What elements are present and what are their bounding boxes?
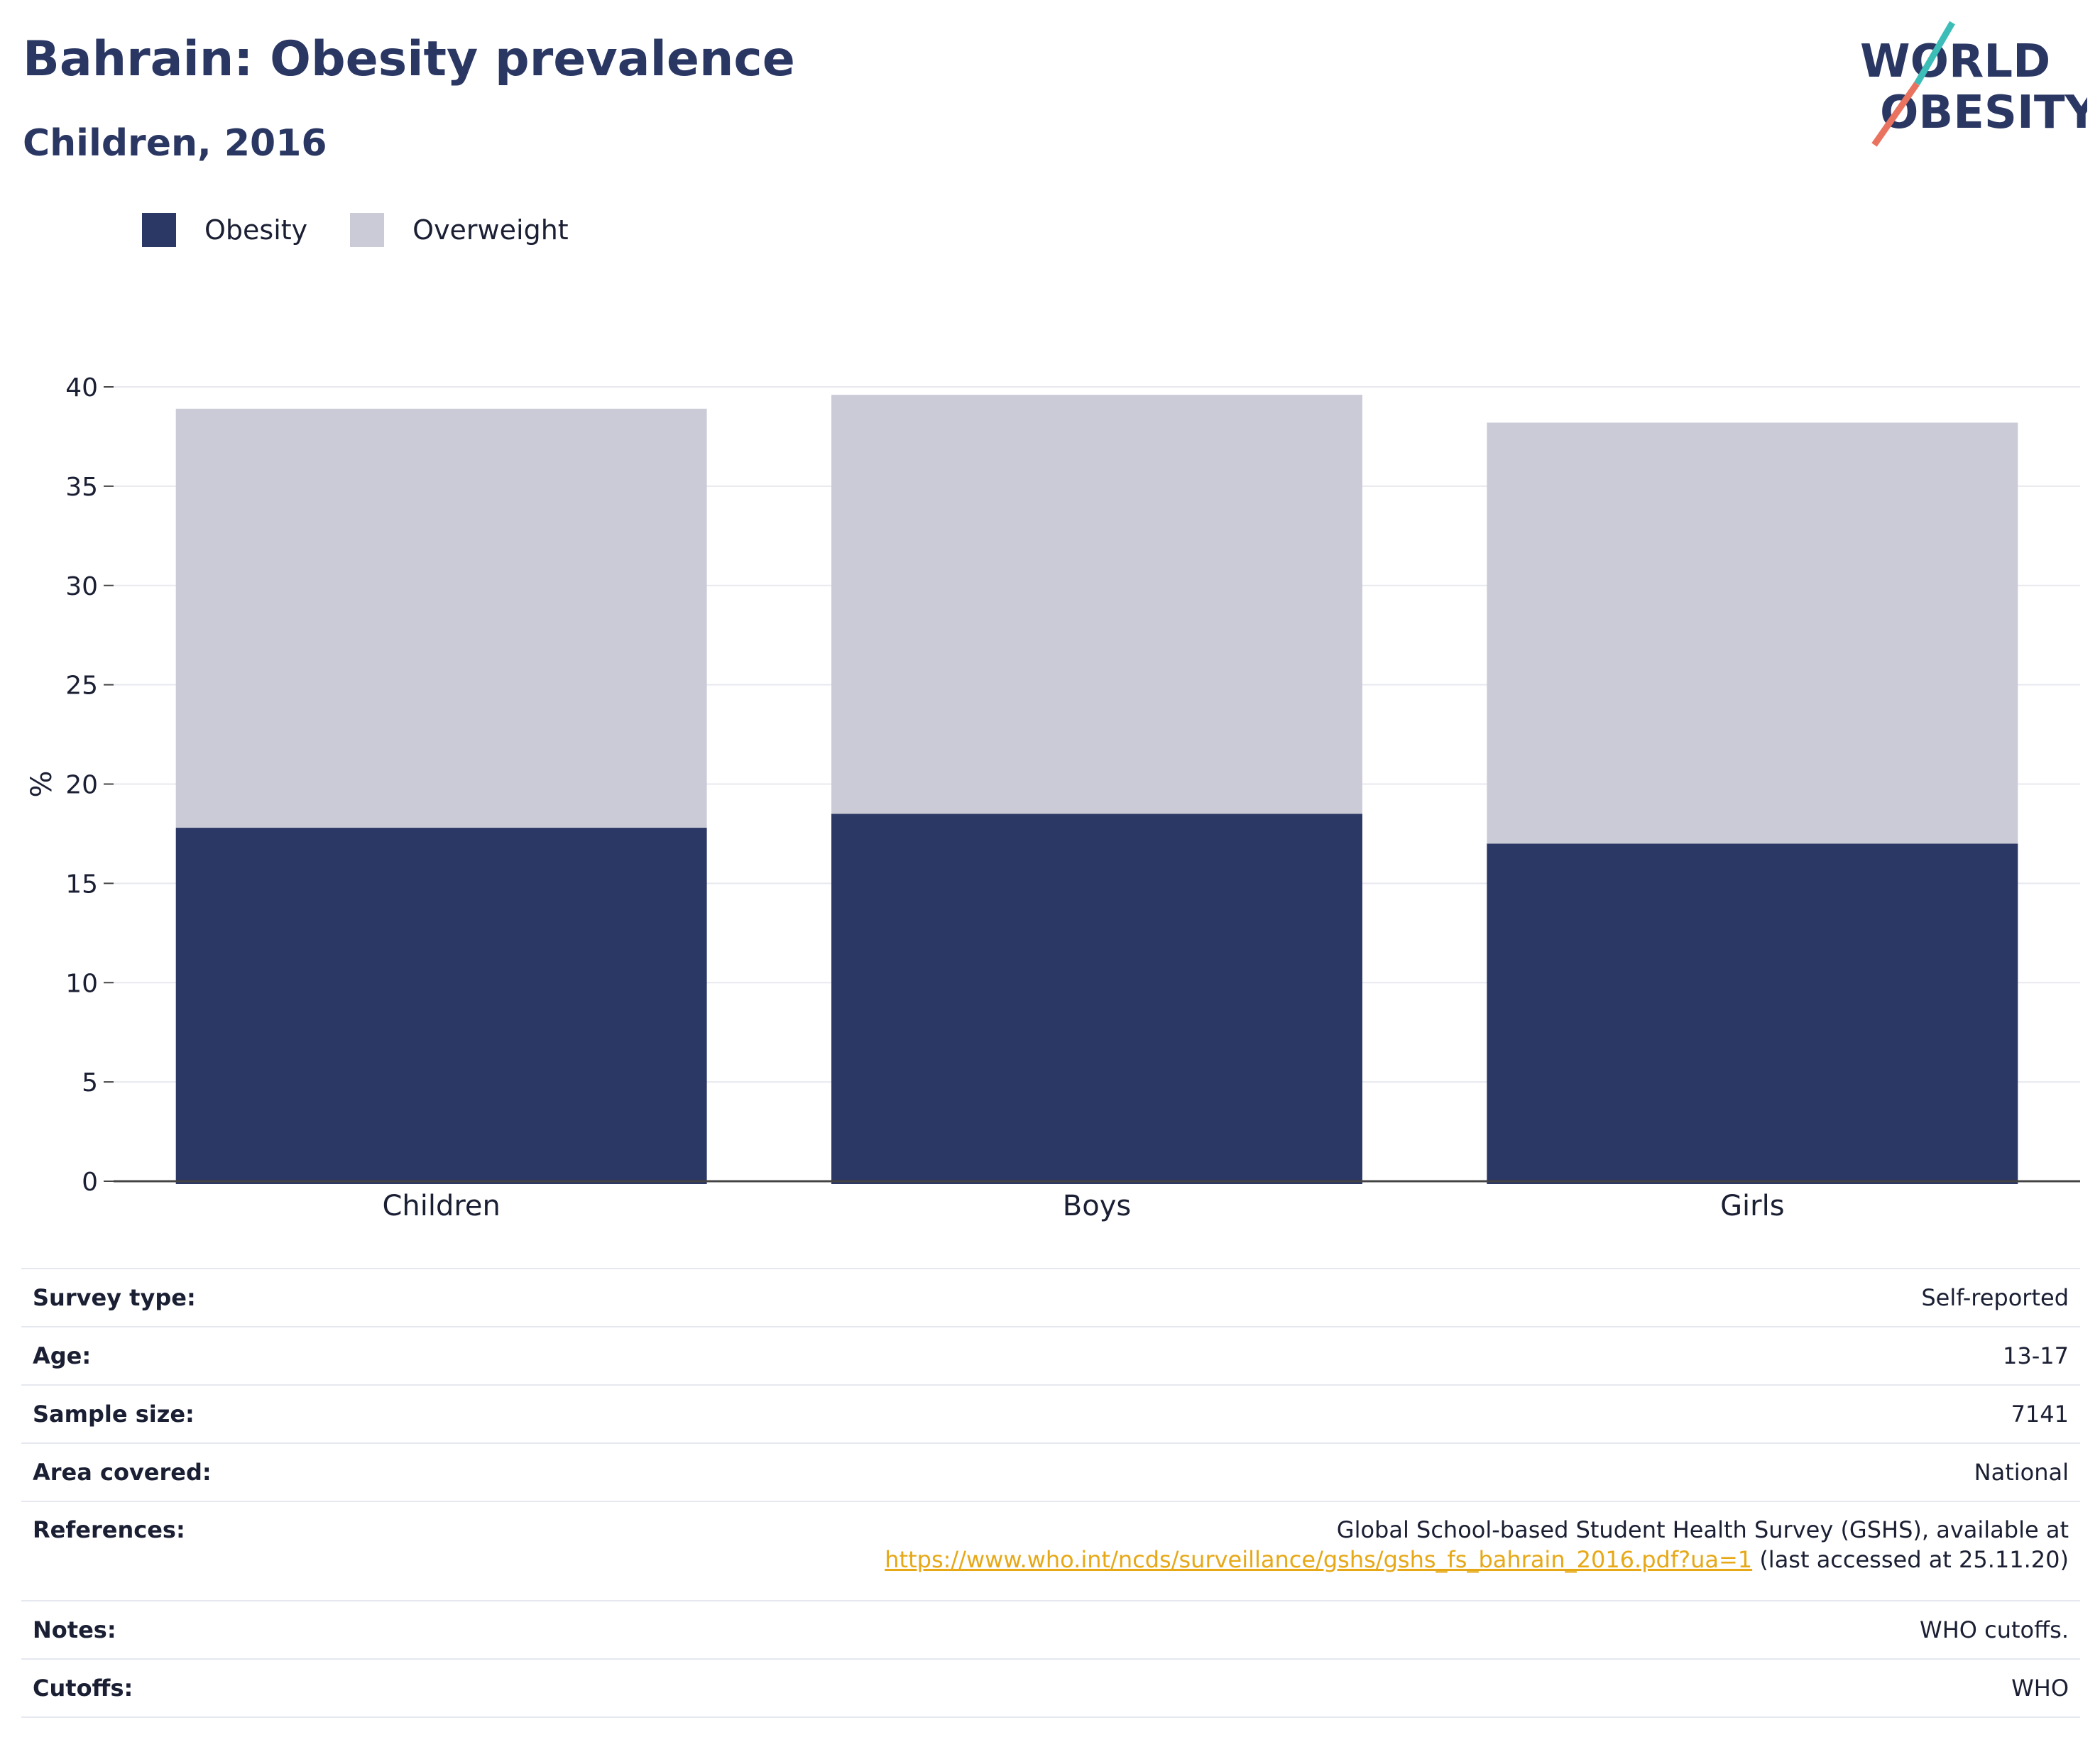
y-tick-label: 10 xyxy=(65,969,98,998)
y-tick-label: 0 xyxy=(82,1168,98,1197)
bar-overweight-children xyxy=(175,408,707,828)
chart-legend: Obesity Overweight xyxy=(142,210,611,250)
legend-item-overweight[interactable]: Overweight xyxy=(350,213,569,247)
info-row-references: References: Global School-based Student … xyxy=(21,1501,2080,1601)
info-row-area-covered: Area covered: National xyxy=(21,1442,2080,1502)
y-tick-label: 25 xyxy=(65,672,98,701)
bar-chart: 0 5 10 15 20 25 30 35 40% Children Boys Girls xyxy=(26,373,2080,1222)
info-row-notes: Notes: WHO cutoffs. xyxy=(21,1600,2080,1660)
y-tick-label: 30 xyxy=(65,572,98,601)
info-value-notes: WHO cutoffs. xyxy=(399,1600,2080,1660)
logo-line1: WORLD xyxy=(1860,35,2050,88)
info-value-area-covered: National xyxy=(399,1442,2080,1502)
bar-obesity-children xyxy=(175,828,707,1184)
y-tick-label: 35 xyxy=(65,473,98,502)
info-key-references: References: xyxy=(21,1501,399,1601)
legend-item-obesity[interactable]: Obesity xyxy=(142,213,307,247)
legend-swatch-obesity xyxy=(142,213,176,247)
info-key-survey-type: Survey type: xyxy=(21,1268,399,1327)
y-tick-label: 40 xyxy=(65,373,98,402)
bar-obesity-girls xyxy=(1487,843,2018,1184)
info-key-area-covered: Area covered: xyxy=(21,1442,399,1502)
info-row-survey-type: Survey type: Self-reported xyxy=(21,1268,2080,1327)
info-row-sample-size: Sample size: 7141 xyxy=(21,1384,2080,1444)
bar-overweight-girls xyxy=(1487,422,2018,844)
reference-line2: https://www.who.int/ncds/surveillance/gs… xyxy=(410,1545,2069,1575)
world-obesity-logo: WORLD OBESITY xyxy=(1860,21,2087,147)
info-value-age: 13-17 xyxy=(399,1326,2080,1386)
y-tick-label: 15 xyxy=(65,870,98,899)
y-axis-title: % xyxy=(26,770,58,797)
info-key-notes: Notes: xyxy=(21,1600,399,1660)
x-tick-label: Children xyxy=(382,1190,500,1222)
page-subtitle: Children, 2016 xyxy=(23,122,327,165)
info-key-cutoffs: Cutoffs: xyxy=(21,1658,399,1718)
y-tick-label: 20 xyxy=(65,771,98,800)
info-value-sample-size: 7141 xyxy=(399,1384,2080,1444)
reference-line1: Global School-based Student Health Surve… xyxy=(1336,1516,2069,1543)
x-tick-label: Girls xyxy=(1720,1190,1785,1222)
bar-overweight-boys xyxy=(831,395,1362,814)
survey-info-table: Survey type: Self-reported Age: 13-17 Sa… xyxy=(21,1268,2080,1718)
info-key-age: Age: xyxy=(21,1326,399,1386)
logo-coral-slash xyxy=(1871,82,1920,147)
reference-suffix: (last accessed at 25.11.20) xyxy=(1752,1546,2069,1573)
info-value-survey-type: Self-reported xyxy=(399,1268,2080,1327)
info-row-cutoffs: Cutoffs: WHO xyxy=(21,1658,2080,1718)
page-title: Bahrain: Obesity prevalence xyxy=(23,31,795,87)
bar-obesity-boys xyxy=(831,814,1362,1184)
info-row-age: Age: 13-17 xyxy=(21,1326,2080,1386)
logo-line2: OBESITY xyxy=(1880,87,2087,139)
legend-label-overweight: Overweight xyxy=(412,214,569,246)
info-key-sample-size: Sample size: xyxy=(21,1384,399,1444)
reference-link[interactable]: https://www.who.int/ncds/surveillance/gs… xyxy=(885,1546,1753,1573)
legend-label-obesity: Obesity xyxy=(204,214,308,246)
y-tick-label: 5 xyxy=(82,1068,98,1097)
logo-teal-slash xyxy=(1914,21,1955,86)
x-tick-label: Boys xyxy=(1063,1190,1131,1222)
legend-swatch-overweight xyxy=(350,213,385,247)
info-value-cutoffs: WHO xyxy=(399,1658,2080,1718)
info-value-references: Global School-based Student Health Surve… xyxy=(399,1501,2080,1601)
